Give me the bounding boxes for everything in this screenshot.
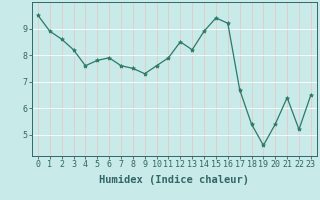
X-axis label: Humidex (Indice chaleur): Humidex (Indice chaleur) bbox=[100, 175, 249, 185]
